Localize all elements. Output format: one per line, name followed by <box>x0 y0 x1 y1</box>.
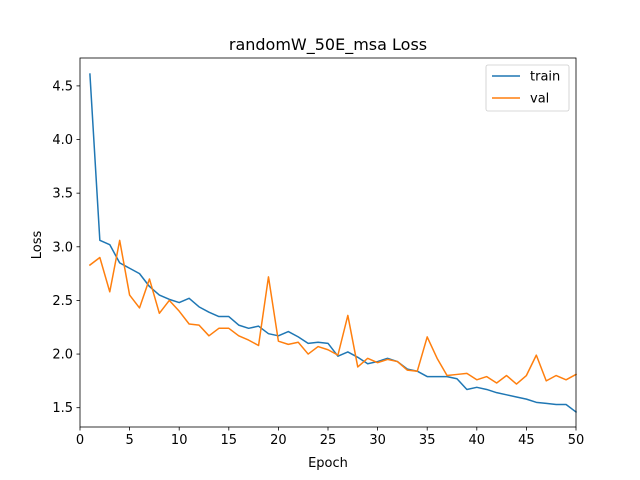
series-line-val <box>88 239 578 385</box>
x-tick-label-45: 45 <box>518 433 535 448</box>
series-line-train <box>89 73 578 414</box>
y-axis-label: Loss <box>30 231 45 260</box>
y-tick-label-3: 3.0 <box>52 240 73 255</box>
x-tick-label-5: 5 <box>125 433 133 448</box>
chart-title: randomW_50E_msa Loss <box>229 35 427 55</box>
x-tick-label-35: 35 <box>419 433 436 448</box>
x-tick-label-20: 20 <box>270 433 287 448</box>
y-tick-label-2.5: 2.5 <box>52 294 73 309</box>
legend: train val <box>485 64 570 112</box>
legend-label-val: val <box>530 92 549 107</box>
legend-label-train: train <box>530 70 560 85</box>
y-tick-label-2: 2.0 <box>52 348 73 363</box>
x-tick-label-25: 25 <box>320 433 337 448</box>
x-axis-label: Epoch <box>308 456 348 471</box>
y-tick-label-1.5: 1.5 <box>52 401 73 416</box>
y-tick-label-4.5: 4.5 <box>52 79 73 94</box>
x-tick-label-30: 30 <box>369 433 386 448</box>
x-tick-label-50: 50 <box>568 433 585 448</box>
x-tick-label-10: 10 <box>171 433 188 448</box>
x-tick-label-40: 40 <box>469 433 486 448</box>
y-tick-label-4: 4.0 <box>52 133 73 148</box>
y-tick-label-3.5: 3.5 <box>52 187 73 202</box>
plot-area: 0 5 10 15 20 25 30 35 40 45 50 1.5 2.0 2.5 3.0 3.5 4.0 4.… <box>52 57 585 448</box>
x-tick-label-0: 0 <box>76 433 84 448</box>
x-tick-label-15: 15 <box>221 433 238 448</box>
